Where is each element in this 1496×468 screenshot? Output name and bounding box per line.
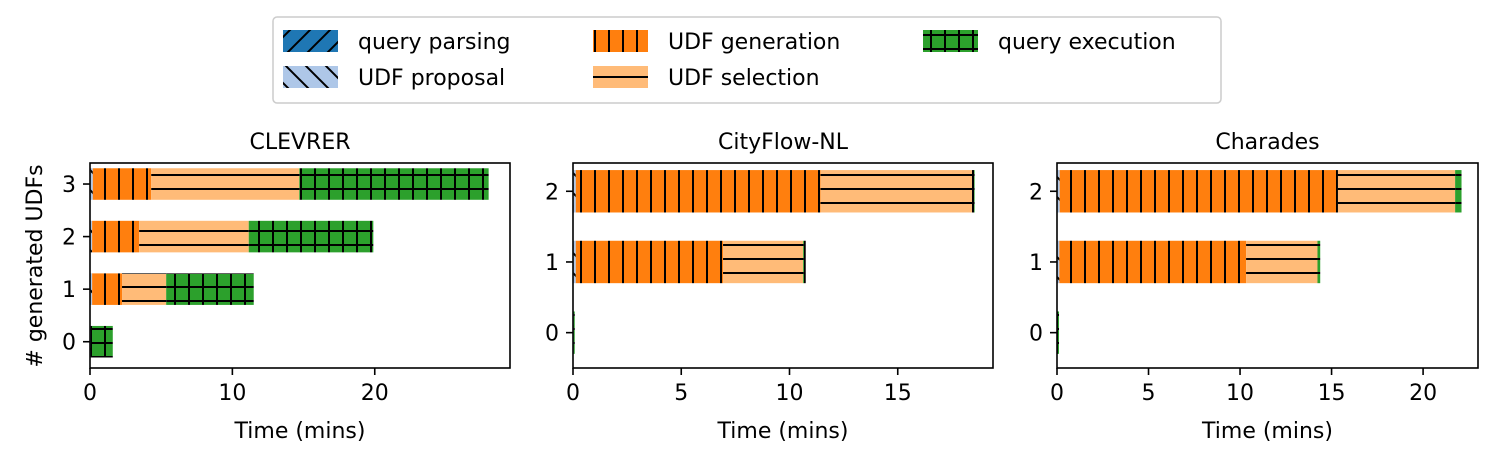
x-tick-label: 10 (775, 381, 803, 406)
bar-row-2 (90, 220, 374, 253)
x-axis-label: Time (mins) (717, 419, 849, 444)
legend-item-udf-proposal: UDF proposal (283, 66, 505, 91)
bar-segment-udf-proposal (573, 240, 576, 284)
legend-swatch (283, 30, 338, 52)
y-tick-label: 2 (545, 180, 559, 205)
bar-segment-udf-proposal (573, 170, 576, 213)
bar-segment-udf-selection (1337, 170, 1456, 213)
bar-segment-udf-generation (92, 168, 152, 200)
panel-cityflow-nl: CityFlow-NL 0 5 10 15 0 1 2 Time (mins) (545, 130, 994, 444)
x-tick-label: 15 (884, 381, 912, 406)
legend-swatch (593, 30, 648, 52)
bar-segment-udf-proposal (90, 273, 93, 305)
x-tick-label: 10 (1226, 381, 1254, 406)
panel-title: CLEVRER (249, 130, 350, 155)
bar-segment-udf-generation (575, 170, 821, 213)
x-tick-label: 10 (218, 381, 246, 406)
x-tick-label: 0 (83, 381, 97, 406)
bar-segment-udf-selection (1246, 240, 1318, 284)
y-tick-label: 2 (1029, 180, 1043, 205)
y-tick-label: 0 (1029, 322, 1043, 347)
axes-frame (572, 162, 994, 369)
legend-item-udf-generation: UDF generation (593, 30, 840, 55)
bar-row-3 (90, 168, 489, 200)
x-tick-label: 20 (1409, 381, 1437, 406)
bar-segment-query-execution (166, 273, 254, 305)
bar-segment-udf-generation (575, 240, 724, 284)
y-tick-label: 0 (545, 322, 559, 347)
y-tick-label: 1 (62, 278, 76, 303)
bar-row-0 (90, 325, 113, 358)
bar-segment-udf-generation (1059, 240, 1247, 284)
bar-segment-query-execution (803, 240, 806, 284)
legend-label: query execution (998, 30, 1176, 55)
legend-label: UDF selection (668, 66, 820, 91)
legend-item-query-parsing: query parsing (283, 30, 510, 55)
x-tick-label: 0 (1050, 381, 1064, 406)
legend-frame (272, 16, 1222, 104)
legend-label: UDF proposal (358, 66, 505, 91)
bar-row-1 (90, 273, 254, 305)
legend-swatch (593, 66, 648, 88)
bar-row-2 (573, 170, 975, 213)
x-tick-label: 5 (674, 381, 688, 406)
x-tick-label: 20 (361, 381, 389, 406)
bar-segment-query-execution (573, 311, 575, 354)
legend-item-udf-selection: UDF selection (593, 66, 820, 91)
legend-swatch (923, 30, 978, 52)
bar-segment-query-execution (248, 220, 374, 253)
x-tick-label: 5 (1142, 381, 1156, 406)
panel-charades: Charades 0 5 10 15 20 0 1 2 Time (mins) (1029, 130, 1479, 444)
bar-segment-udf-proposal (1057, 240, 1060, 284)
panel-clevrer: CLEVRER 0 10 20 0 1 2 3 Time (mins) (62, 130, 511, 444)
bar-segment-udf-selection (723, 240, 804, 284)
bar-segment-query-execution (90, 325, 113, 358)
legend: query parsing UDF proposal UDF generation U… (272, 16, 1222, 104)
bar-segment-udf-generation (92, 273, 123, 305)
x-axis-label: Time (mins) (234, 419, 366, 444)
bar-segment-udf-selection (122, 273, 167, 305)
bar-segment-udf-proposal (1057, 170, 1060, 213)
y-axis-label: # generated UDFs (23, 164, 48, 367)
bar-segment-udf-generation (1059, 170, 1338, 213)
axes-frame (1056, 162, 1479, 369)
x-tick-label: 0 (566, 381, 580, 406)
bar-segment-udf-proposal (90, 168, 93, 200)
panel-title: Charades (1215, 130, 1319, 155)
bar-segment-udf-selection (139, 220, 249, 253)
bar-segment-query-execution (1455, 170, 1462, 213)
bar-segment-query-execution (972, 170, 975, 213)
legend-swatch (283, 66, 338, 88)
bar-row-1 (573, 240, 806, 284)
axes-frame (89, 162, 511, 369)
bar-segment-udf-proposal (90, 220, 93, 253)
panel-title: CityFlow-NL (718, 130, 849, 155)
y-tick-label: 3 (62, 173, 76, 198)
bar-segment-udf-generation (92, 220, 140, 253)
x-axis-label: Time (mins) (1201, 419, 1333, 444)
y-tick-label: 2 (62, 226, 76, 251)
x-tick-label: 15 (1318, 381, 1346, 406)
bar-row-1 (1057, 240, 1321, 284)
y-tick-label: 1 (545, 251, 559, 276)
bar-row-2 (1057, 170, 1462, 213)
legend-label: UDF generation (668, 30, 840, 55)
bar-segment-query-execution (299, 168, 489, 200)
legend-item-query-execution: query execution (923, 30, 1176, 55)
bar-segment-query-execution (1057, 311, 1060, 354)
bar-segment-udf-selection (820, 170, 972, 213)
y-tick-label: 1 (1029, 251, 1043, 276)
bar-segment-query-execution (1317, 240, 1321, 284)
y-tick-label: 0 (62, 331, 76, 356)
bar-segment-udf-selection (151, 168, 300, 200)
legend-label: query parsing (358, 30, 510, 55)
